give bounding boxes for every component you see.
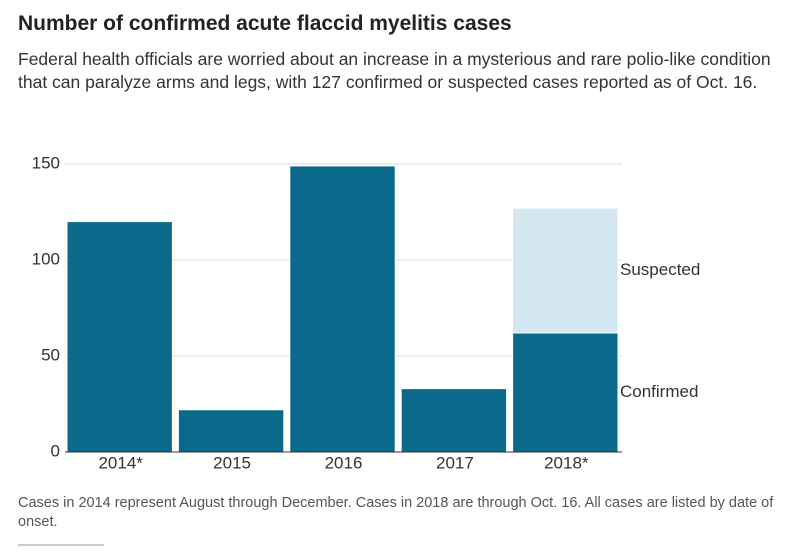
chart: 0 50 100 150 Confirmed Suspected 2014* 2015 2016… [32, 153, 701, 472]
bar-segment [400, 388, 508, 453]
chart-title: Number of confirmed acute flaccid myelit… [18, 12, 512, 35]
chart-subtitle: Federal health officials are worried abo… [18, 49, 771, 92]
bar-segment [177, 409, 285, 453]
bar-segment [66, 221, 173, 453]
legend-label: Suspected [620, 260, 700, 279]
y-tick-label: 150 [32, 153, 60, 172]
y-tick-label: 0 [51, 441, 60, 460]
y-tick-label: 100 [32, 249, 60, 268]
divider [18, 544, 104, 546]
x-tick-label: 2017 [436, 453, 474, 472]
bar-segment [512, 207, 619, 334]
x-tick-label: 2015 [213, 453, 251, 472]
bar-segment [512, 332, 619, 453]
legend-label: Confirmed [620, 382, 698, 401]
y-tick-label: 50 [41, 345, 60, 364]
x-tick-label: 2014* [98, 453, 143, 472]
footnote: Cases in 2014 represent August through D… [18, 495, 774, 530]
bar-segment [289, 165, 396, 453]
x-tick-label: 2018* [544, 453, 589, 472]
x-tick-label: 2016 [325, 453, 363, 472]
